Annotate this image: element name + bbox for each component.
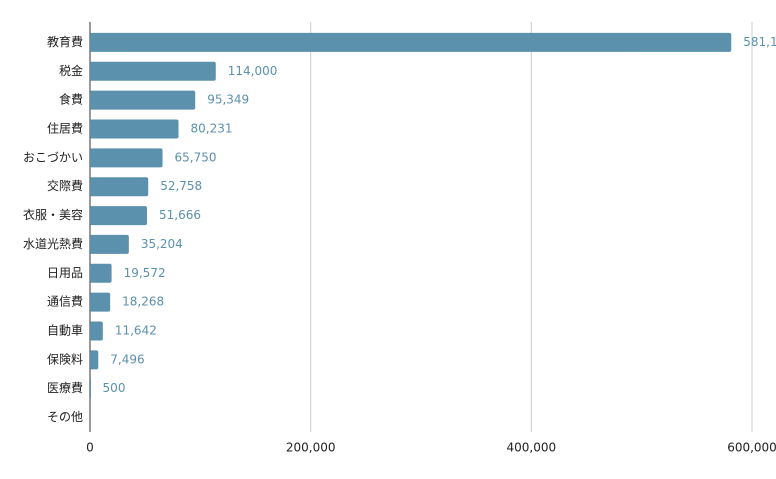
- value-label: 35,204: [141, 237, 183, 251]
- y-tick-label: 水道光熱費: [23, 236, 83, 251]
- value-label: 51,666: [159, 208, 201, 222]
- y-tick-label: その他: [47, 410, 83, 424]
- y-tick-label: 税金: [59, 63, 83, 78]
- bar: [90, 292, 111, 312]
- value-label: 500: [103, 381, 126, 395]
- x-tick-label: 200,000: [286, 441, 336, 455]
- value-label: 80,231: [191, 122, 233, 136]
- x-tick-label: 400,000: [507, 441, 557, 455]
- y-tick-label: 食費: [59, 92, 83, 107]
- y-tick-label: 交際費: [47, 178, 83, 193]
- bar: [90, 263, 112, 283]
- y-tick-label: おこづかい: [23, 150, 83, 164]
- bar: [90, 350, 99, 370]
- bar: [90, 90, 196, 110]
- value-label: 95,349: [207, 93, 249, 107]
- bar: [90, 206, 148, 226]
- value-label: 11,642: [115, 324, 157, 338]
- y-tick-label: 日用品: [47, 266, 83, 280]
- y-tick-label: 住居費: [47, 121, 83, 136]
- x-tick-label: 600,000: [727, 441, 776, 455]
- bar: [90, 177, 149, 197]
- value-label: 581,190: [743, 35, 776, 49]
- value-label: 114,000: [228, 64, 278, 78]
- bar: [90, 321, 103, 341]
- value-label: 52,758: [160, 179, 202, 193]
- value-label: 7,496: [110, 352, 144, 366]
- bar: [90, 61, 216, 81]
- y-tick-label: 自動車: [47, 324, 83, 338]
- y-tick-label: 通信費: [47, 294, 83, 309]
- bar: [90, 32, 732, 52]
- bar: [90, 148, 163, 168]
- value-label: 19,572: [124, 266, 166, 280]
- y-tick-label: 医療費: [47, 380, 83, 395]
- y-tick-label: 衣服・美容: [23, 207, 83, 222]
- bar: [90, 119, 179, 139]
- y-tick-label: 保険料: [47, 352, 83, 366]
- value-label: 18,268: [122, 295, 164, 309]
- value-label: 65,750: [175, 150, 217, 164]
- x-tick-label: 0: [86, 441, 94, 455]
- bar: [90, 379, 91, 399]
- y-tick-label: 教育費: [47, 34, 83, 49]
- bar: [90, 234, 129, 254]
